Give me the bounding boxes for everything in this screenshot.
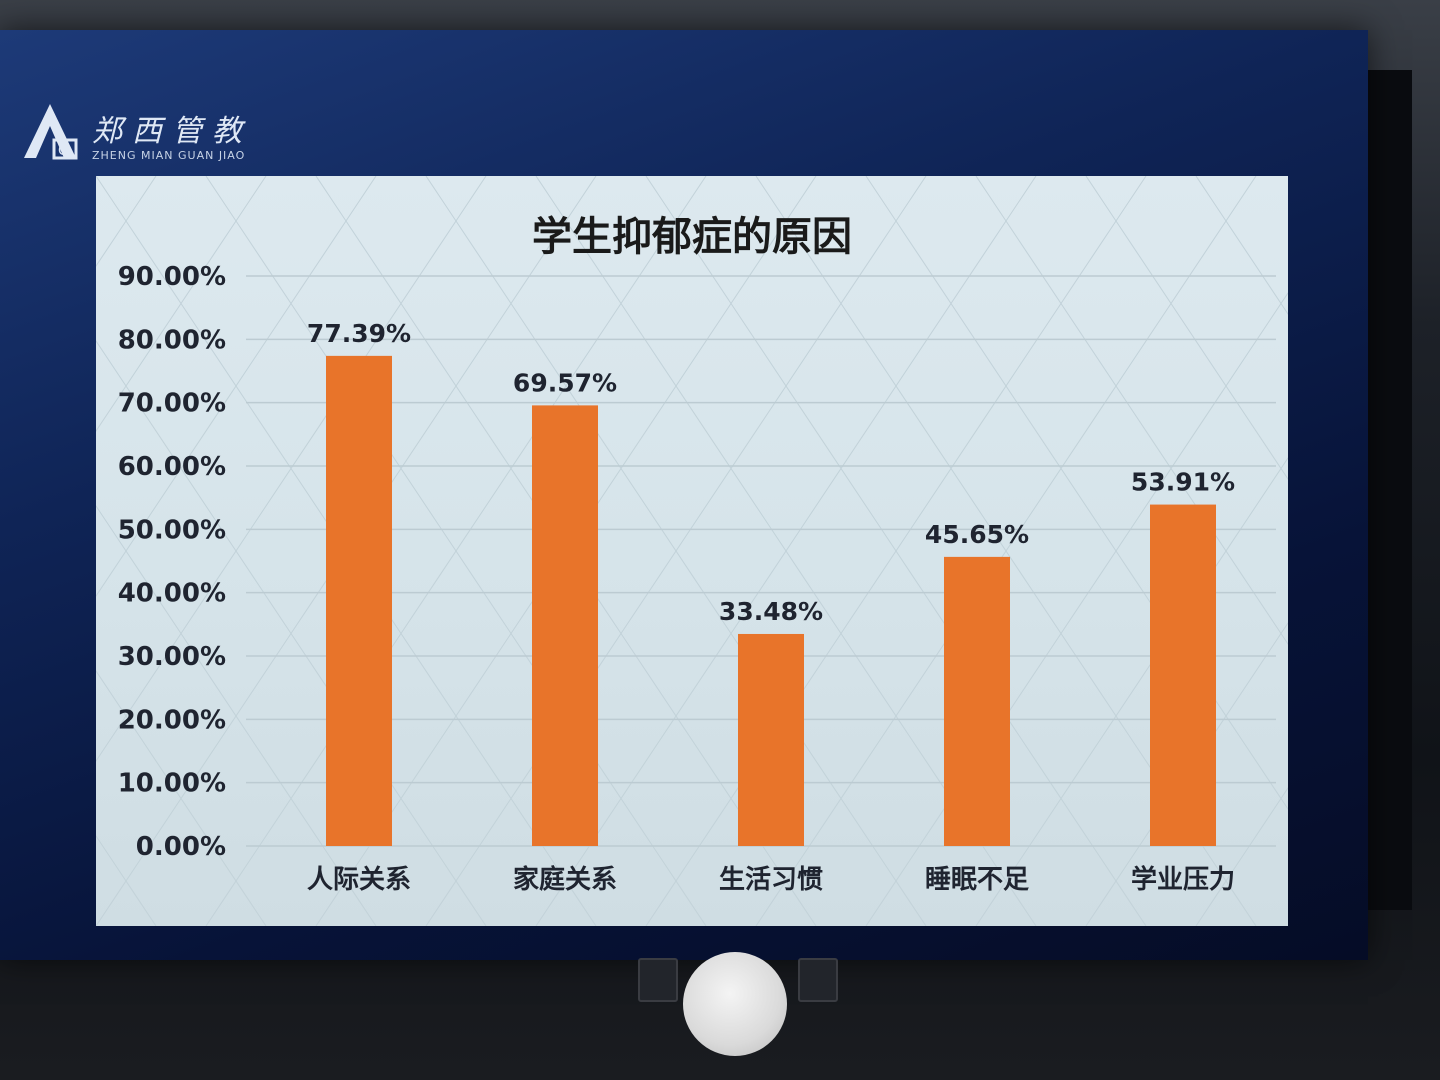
watermark-line bbox=[1195, 176, 1288, 315]
watermark-line bbox=[975, 457, 1288, 926]
y-tick-label: 80.00% bbox=[118, 325, 226, 355]
data-label: 69.57% bbox=[513, 368, 617, 397]
bar bbox=[1150, 504, 1216, 846]
x-tick-label: 生活习惯 bbox=[719, 865, 823, 895]
logo-chinese-text: 郑西管教 bbox=[92, 114, 252, 149]
data-label: 33.48% bbox=[719, 597, 823, 626]
y-tick-label: 70.00% bbox=[118, 389, 226, 419]
chart-title: 学生抑郁症的原因 bbox=[532, 214, 852, 260]
y-tick-label: 10.00% bbox=[118, 769, 226, 799]
watermark-line bbox=[535, 176, 1037, 926]
data-label: 77.39% bbox=[307, 319, 411, 348]
bar bbox=[326, 355, 392, 846]
data-label: 45.65% bbox=[925, 520, 1029, 549]
y-tick-label: 0.00% bbox=[136, 832, 226, 862]
svg-text:G: G bbox=[58, 143, 69, 159]
x-tick-label: 睡眠不足 bbox=[925, 865, 1029, 895]
screen-bezel bbox=[1368, 70, 1412, 910]
y-tick-label: 60.00% bbox=[118, 452, 226, 482]
watermark-line bbox=[96, 176, 267, 432]
y-tick-label: 30.00% bbox=[118, 642, 226, 672]
watermark-line bbox=[1085, 176, 1288, 480]
school-logo: G bbox=[24, 104, 78, 160]
wall-socket-right bbox=[798, 958, 838, 1002]
slide: 学生抑郁症的原因 0.00% 10.00% 20.00% 30.00% 40.00% 50… bbox=[96, 176, 1288, 926]
x-tick-label: 人际关系 bbox=[307, 865, 411, 895]
watermark-line bbox=[425, 176, 927, 926]
watermark-line bbox=[96, 176, 487, 762]
x-tick-label: 家庭关系 bbox=[513, 864, 617, 895]
bar bbox=[532, 405, 598, 846]
y-tick-label: 50.00% bbox=[118, 515, 226, 545]
y-tick-label: 40.00% bbox=[118, 579, 226, 609]
ceiling-device bbox=[683, 952, 787, 1056]
watermark-line bbox=[96, 176, 377, 597]
watermark-line bbox=[96, 670, 267, 926]
bar-chart: 0.00% 10.00% 20.00% 30.00% 40.00% 50.00% 60.00… bbox=[118, 262, 1276, 895]
x-tick-label: 学业压力 bbox=[1131, 864, 1235, 895]
watermark-pattern bbox=[96, 176, 1288, 926]
watermark-line bbox=[205, 176, 707, 926]
data-label: 53.91% bbox=[1131, 468, 1235, 497]
watermark-line bbox=[1195, 787, 1288, 926]
logo-english-text: ZHENG MIAN GUAN JIAO bbox=[92, 149, 246, 162]
bar bbox=[738, 633, 804, 846]
y-tick-label: 20.00% bbox=[118, 705, 226, 735]
watermark-line bbox=[755, 176, 1257, 926]
bar bbox=[944, 556, 1010, 846]
y-tick-label: 90.00% bbox=[118, 262, 226, 292]
watermark-line bbox=[645, 176, 1147, 926]
wall-socket-left bbox=[638, 958, 678, 1002]
